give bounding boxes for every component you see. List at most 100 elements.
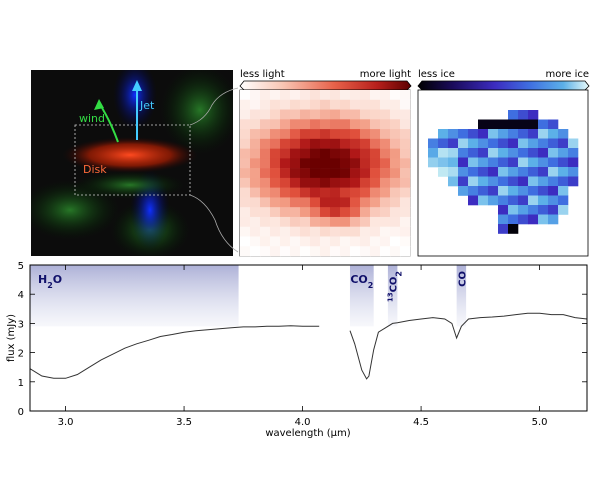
ice-colorbar <box>417 80 590 91</box>
light-pixel <box>240 148 251 159</box>
light-pixel <box>300 148 311 159</box>
ice-pixel <box>498 176 509 187</box>
ice-pixel <box>568 148 579 158</box>
light-pixel <box>300 226 311 237</box>
light-pixel <box>320 119 331 130</box>
light-pixel <box>320 236 331 247</box>
light-pixel <box>320 246 331 257</box>
light-pixel <box>400 216 411 228</box>
light-pixel <box>290 236 301 247</box>
ice-pixel <box>478 148 489 158</box>
light-pixel <box>370 187 381 198</box>
light-pixel <box>360 236 371 247</box>
light-pixel <box>250 158 261 169</box>
light-pixel <box>300 236 311 247</box>
ice-pixel <box>518 157 529 168</box>
ice-pixel <box>548 195 559 206</box>
light-pixel <box>400 119 411 130</box>
light-pixel <box>360 158 371 169</box>
light-pixel <box>380 129 391 140</box>
light-pixel <box>280 168 291 179</box>
light-pixel <box>240 129 251 140</box>
light-pixel <box>400 90 411 101</box>
light-pixel <box>350 99 361 110</box>
light-pixel <box>300 197 311 208</box>
ice-pixel <box>488 138 499 149</box>
light-pixel <box>370 99 381 110</box>
light-pixel <box>320 148 331 159</box>
ice-pixel <box>498 129 509 139</box>
ice-pixel <box>518 205 529 215</box>
light-pixel <box>350 246 361 257</box>
ice-pixel <box>538 119 549 130</box>
light-map-panel: less light more light <box>239 69 412 257</box>
light-pixel <box>320 187 331 198</box>
light-pixel <box>250 216 261 228</box>
ice-pixel <box>478 129 489 139</box>
light-pixel <box>330 236 341 247</box>
light-pixel <box>290 158 301 169</box>
light-pixel <box>390 119 401 130</box>
ice-pixel <box>448 176 459 187</box>
ice-pixel <box>568 138 579 149</box>
light-pixel <box>390 109 401 120</box>
ice-pixel <box>538 138 549 149</box>
light-pixel <box>310 246 321 257</box>
light-pixel <box>390 90 401 101</box>
light-pixel <box>370 226 381 237</box>
light-pixel <box>300 216 311 228</box>
ice-pixel <box>468 176 479 187</box>
ice-pixel <box>558 176 569 187</box>
light-pixel <box>310 226 321 237</box>
ice-pixel <box>488 148 499 158</box>
ice-pixel <box>498 195 509 206</box>
ice-pixel <box>448 157 459 168</box>
y-tick-label: 1 <box>18 378 24 389</box>
light-pixel <box>320 109 331 120</box>
light-pixel <box>270 236 281 247</box>
light-pixel <box>270 109 281 120</box>
light-pixel <box>390 207 401 218</box>
light-pixel <box>340 197 351 208</box>
ice-pixel <box>548 214 559 225</box>
light-pixel <box>330 187 341 198</box>
light-pixel <box>250 177 261 188</box>
ice-pixel <box>448 167 459 177</box>
ice-pixel <box>528 195 539 206</box>
light-pixel <box>370 90 381 101</box>
ice-pixel <box>528 186 539 196</box>
light-pixel <box>240 177 251 188</box>
ice-pixel <box>508 214 519 225</box>
light-pixel <box>360 246 371 257</box>
ice-pixel <box>508 195 519 206</box>
ice-pixel <box>538 195 549 206</box>
band-co-region <box>456 265 467 327</box>
light-pixel <box>260 197 271 208</box>
light-pixel <box>310 109 321 120</box>
light-pixel <box>340 138 351 149</box>
ice-pixel <box>568 176 579 187</box>
ice-pixel <box>538 148 549 158</box>
band-co2-region <box>349 265 374 327</box>
light-pixel <box>260 138 271 149</box>
ice-pixel <box>558 205 569 215</box>
ice-pixel <box>448 148 459 158</box>
ice-pixel <box>538 167 549 177</box>
light-pixel <box>300 168 311 179</box>
light-pixel <box>380 207 391 218</box>
band-co2-label: CO2 <box>350 273 373 290</box>
ice-pixel <box>458 167 469 177</box>
spectrum-chart: H2O CO2 13CO2 CO 3.0 3.5 4.0 4.5 5.0 0 1 2 3 4 5 wave… <box>6 261 588 439</box>
light-pixel <box>380 168 391 179</box>
light-pixel <box>320 207 331 218</box>
ice-pixel <box>528 214 539 225</box>
light-pixel <box>310 119 321 130</box>
ice-pixel <box>498 157 509 168</box>
light-pixel <box>350 187 361 198</box>
light-pixel <box>350 236 361 247</box>
y-tick-label: 5 <box>18 261 24 272</box>
light-pixel <box>330 109 341 120</box>
light-pixel <box>270 138 281 149</box>
ice-pixel <box>478 186 489 196</box>
ice-pixel <box>518 110 529 120</box>
